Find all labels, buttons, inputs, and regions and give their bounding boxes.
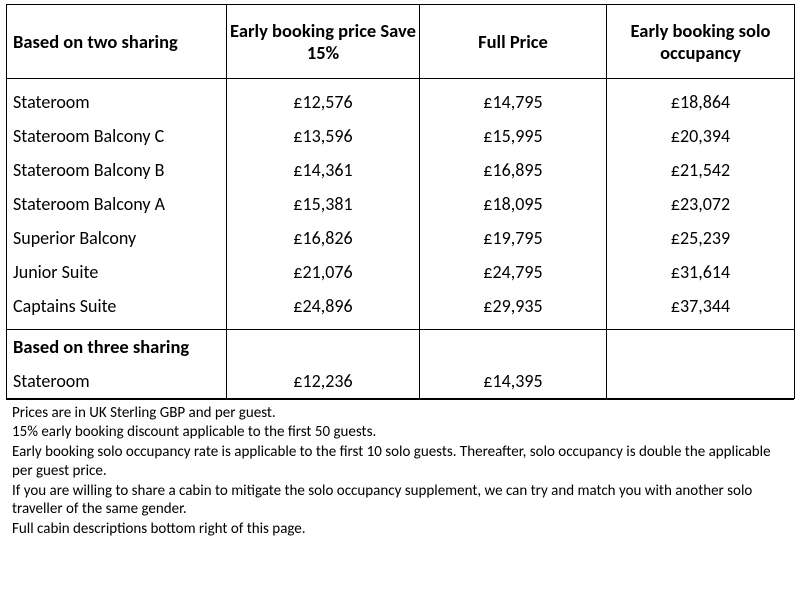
cell-solo: £25,239 xyxy=(607,221,795,255)
cell-name: Stateroom Balcony B xyxy=(7,153,227,187)
table-row: Captains Suite£24,896£29,935£37,344 xyxy=(7,289,795,323)
footnote-line: Full cabin descriptions bottom right of … xyxy=(12,520,788,539)
cell-early: £13,596 xyxy=(227,119,420,153)
cell-full: £19,795 xyxy=(420,221,607,255)
cell-solo: £18,864 xyxy=(607,79,795,120)
footnote-line: If you are willing to share a cabin to m… xyxy=(12,482,788,520)
empty-cell xyxy=(607,329,795,364)
cell-name: Stateroom Balcony A xyxy=(7,187,227,221)
cell-early: £12,236 xyxy=(227,364,420,399)
table-row: Stateroom£12,236£14,395 xyxy=(7,364,795,399)
cell-full: £24,795 xyxy=(420,255,607,289)
cell-solo: £31,614 xyxy=(607,255,795,289)
cell-full: £14,795 xyxy=(420,79,607,120)
cell-solo: £23,072 xyxy=(607,187,795,221)
empty-cell xyxy=(227,329,420,364)
cell-full: £16,895 xyxy=(420,153,607,187)
section-three-sharing: Based on three sharing xyxy=(7,329,795,364)
table-row: Superior Balcony£16,826£19,795£25,239 xyxy=(7,221,795,255)
header-solo: Early booking solo occupancy xyxy=(607,5,795,79)
cell-name: Stateroom xyxy=(7,79,227,120)
cell-solo: £21,542 xyxy=(607,153,795,187)
empty-cell xyxy=(420,329,607,364)
cell-full: £14,395 xyxy=(420,364,607,399)
cell-name: Stateroom xyxy=(7,364,227,399)
cell-early: £15,381 xyxy=(227,187,420,221)
header-full: Full Price xyxy=(420,5,607,79)
cell-early: £16,826 xyxy=(227,221,420,255)
footnote-line: 15% early booking discount applicable to… xyxy=(12,423,788,442)
cell-name: Superior Balcony xyxy=(7,221,227,255)
footnote-line: Early booking solo occupancy rate is app… xyxy=(12,443,788,481)
cell-solo: £20,394 xyxy=(607,119,795,153)
cell-name: Junior Suite xyxy=(7,255,227,289)
cell-early: £14,361 xyxy=(227,153,420,187)
table-row: Stateroom Balcony A£15,381£18,095£23,072 xyxy=(7,187,795,221)
cell-solo: £37,344 xyxy=(607,289,795,323)
header-row: Based on two sharing Early booking price… xyxy=(7,5,795,79)
header-early: Early booking price Save 15% xyxy=(227,5,420,79)
table-row: Junior Suite£21,076£24,795£31,614 xyxy=(7,255,795,289)
header-basis: Based on two sharing xyxy=(7,5,227,79)
pricing-wrapper: Based on two sharing Early booking price… xyxy=(0,0,800,550)
cell-solo xyxy=(607,364,795,399)
cell-name: Stateroom Balcony C xyxy=(7,119,227,153)
cell-full: £29,935 xyxy=(420,289,607,323)
cell-full: £15,995 xyxy=(420,119,607,153)
cell-early: £21,076 xyxy=(227,255,420,289)
cell-early: £24,896 xyxy=(227,289,420,323)
footnotes: Prices are in UK Sterling GBP and per gu… xyxy=(6,399,794,546)
cell-full: £18,095 xyxy=(420,187,607,221)
cell-early: £12,576 xyxy=(227,79,420,120)
cell-name: Captains Suite xyxy=(7,289,227,323)
pricing-table: Based on two sharing Early booking price… xyxy=(6,4,795,399)
table-row: Stateroom Balcony B£14,361£16,895£21,542 xyxy=(7,153,795,187)
section-label: Based on three sharing xyxy=(7,329,227,364)
table-row: Stateroom Balcony C£13,596£15,995£20,394 xyxy=(7,119,795,153)
footnote-line: Prices are in UK Sterling GBP and per gu… xyxy=(12,404,788,423)
table-row: Stateroom£12,576£14,795£18,864 xyxy=(7,79,795,120)
